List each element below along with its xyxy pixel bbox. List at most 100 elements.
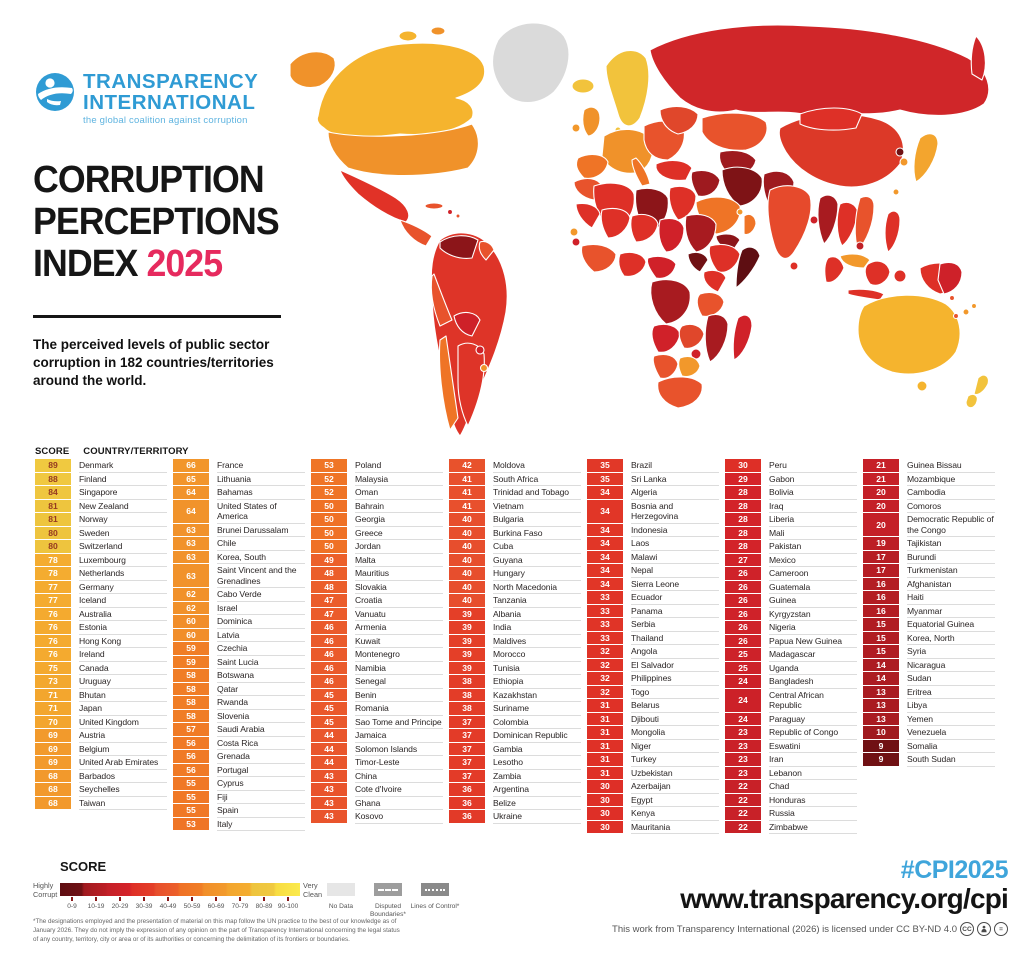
map-region-uruguay <box>479 363 489 373</box>
country-name: Panama <box>631 605 719 618</box>
legend-left-label: Highly Corrupt <box>33 881 58 900</box>
country-name: Australia <box>79 608 167 621</box>
country-name: Saint Vincent and the Grenadines <box>217 564 305 588</box>
score-chip: 33 <box>587 591 623 604</box>
map-region-sumatra <box>824 256 845 283</box>
country-name: Italy <box>217 818 305 831</box>
table-row: 76 Hong Kong <box>35 634 167 648</box>
score-chip: 32 <box>587 658 623 672</box>
map-region-chad <box>658 217 685 253</box>
table-row: 52 Oman <box>311 486 443 500</box>
map-region-sudan <box>684 213 717 253</box>
country-name: Mauritius <box>355 567 443 581</box>
score-chip: 80 <box>35 526 71 540</box>
country-name: Laos <box>631 537 719 551</box>
score-chip: 40 <box>449 580 485 594</box>
table-row: 38 Kazakhstan <box>449 688 581 702</box>
license-text: This work from Transparency Internationa… <box>612 923 957 935</box>
country-name: Cabo Verde <box>217 588 305 602</box>
score-chip: 60 <box>173 615 209 628</box>
map-region-namibia <box>652 353 679 379</box>
map-region-chile <box>438 335 459 431</box>
score-chip: 43 <box>311 783 347 796</box>
country-name: Uganda <box>769 662 857 675</box>
country-name: Japan <box>79 702 167 716</box>
country-name: Colombia <box>493 716 581 729</box>
country-name: Pakistan <box>769 540 857 554</box>
map-region-botswana <box>678 355 701 378</box>
score-chip: 63 <box>173 564 209 588</box>
score-chip: 56 <box>173 763 209 777</box>
table-row: 68 Taiwan <box>35 796 167 810</box>
country-name: Montenegro <box>355 648 443 662</box>
table-row: 31 Belarus <box>587 699 719 713</box>
table-row: 21 Guinea Bissau <box>863 459 995 473</box>
score-chip: 62 <box>173 588 209 601</box>
table-row: 41 Vietnam <box>449 499 581 513</box>
table-row: 43 China <box>311 769 443 783</box>
country-name: Denmark <box>79 459 167 473</box>
map-region-iberia <box>575 153 609 179</box>
legend-bin-label: 30-39 <box>135 903 153 910</box>
map-region-north-korea <box>895 147 905 157</box>
country-name: Trinidad and Tobago <box>493 486 581 500</box>
table-row: 50 Georgia <box>311 513 443 527</box>
table-row: 36 Belize <box>449 796 581 810</box>
score-chip: 9 <box>863 739 899 753</box>
table-row: 13 Eritrea <box>863 685 995 699</box>
no-data-swatch <box>327 883 355 896</box>
country-name: Greece <box>355 527 443 540</box>
map-region-new-zealand <box>973 374 989 396</box>
country-name: Luxembourg <box>79 554 167 567</box>
map-region-guinea <box>571 237 581 247</box>
country-name: Kyrgyzstan <box>769 608 857 621</box>
country-name: Singapore <box>79 486 167 500</box>
score-chip: 28 <box>725 526 761 540</box>
score-chip: 17 <box>863 564 899 577</box>
score-chip: 34 <box>587 486 623 499</box>
country-name: Kosovo <box>355 810 443 824</box>
score-chip: 77 <box>35 594 71 607</box>
table-row: 31 Uzbekistan <box>587 766 719 780</box>
table-row: 55 Cyprus <box>173 777 305 791</box>
score-chip: 23 <box>725 726 761 739</box>
title-line2: PERCEPTIONS <box>33 200 280 243</box>
country-name: Bahamas <box>217 486 305 500</box>
map-region-mauritania <box>575 202 601 229</box>
legend-bin-label: 90-100 <box>277 903 299 910</box>
score-chip: 13 <box>863 699 899 712</box>
table-row: 28 Bolivia <box>725 486 857 500</box>
country-name: Azerbaijan <box>631 780 719 794</box>
score-chip: 68 <box>35 783 71 796</box>
map-region-guyana <box>478 240 495 261</box>
table-row: 32 Togo <box>587 685 719 699</box>
table-row: 24 Central African Republic <box>725 688 857 713</box>
country-name: Bulgaria <box>493 513 581 527</box>
table-column: 42 Moldova 41 South Africa 41 Trinidad and To… <box>449 459 581 834</box>
table-row: 33 Thailand <box>587 631 719 645</box>
score-chip: 58 <box>173 682 209 696</box>
legend-tick-mark <box>84 897 108 901</box>
country-name: Saint Lucia <box>217 656 305 669</box>
score-chip: 34 <box>587 523 623 537</box>
table-row: 26 Guatemala <box>725 580 857 594</box>
table-row: 25 Madagascar <box>725 648 857 662</box>
country-name: Estonia <box>79 621 167 635</box>
table-row: 34 Indonesia <box>587 523 719 537</box>
table-row: 48 Slovakia <box>311 580 443 594</box>
score-chip: 30 <box>587 793 623 807</box>
score-chip: 9 <box>863 753 899 766</box>
table-row: 20 Comoros <box>863 499 995 513</box>
table-row: 70 United Kingdom <box>35 715 167 729</box>
score-chip: 34 <box>587 577 623 591</box>
score-chip: 26 <box>725 607 761 621</box>
score-chip: 25 <box>725 661 761 675</box>
country-name: Libya <box>907 699 995 713</box>
country-name: Cameroon <box>769 567 857 581</box>
table-row: 38 Suriname <box>449 702 581 716</box>
table-row: 63 Chile <box>173 537 305 551</box>
table-row: 26 Cameroon <box>725 567 857 581</box>
table-row: 28 Liberia <box>725 513 857 527</box>
table-row: 57 Saudi Arabia <box>173 723 305 737</box>
country-name: Democratic Republic of the Congo <box>907 513 995 537</box>
